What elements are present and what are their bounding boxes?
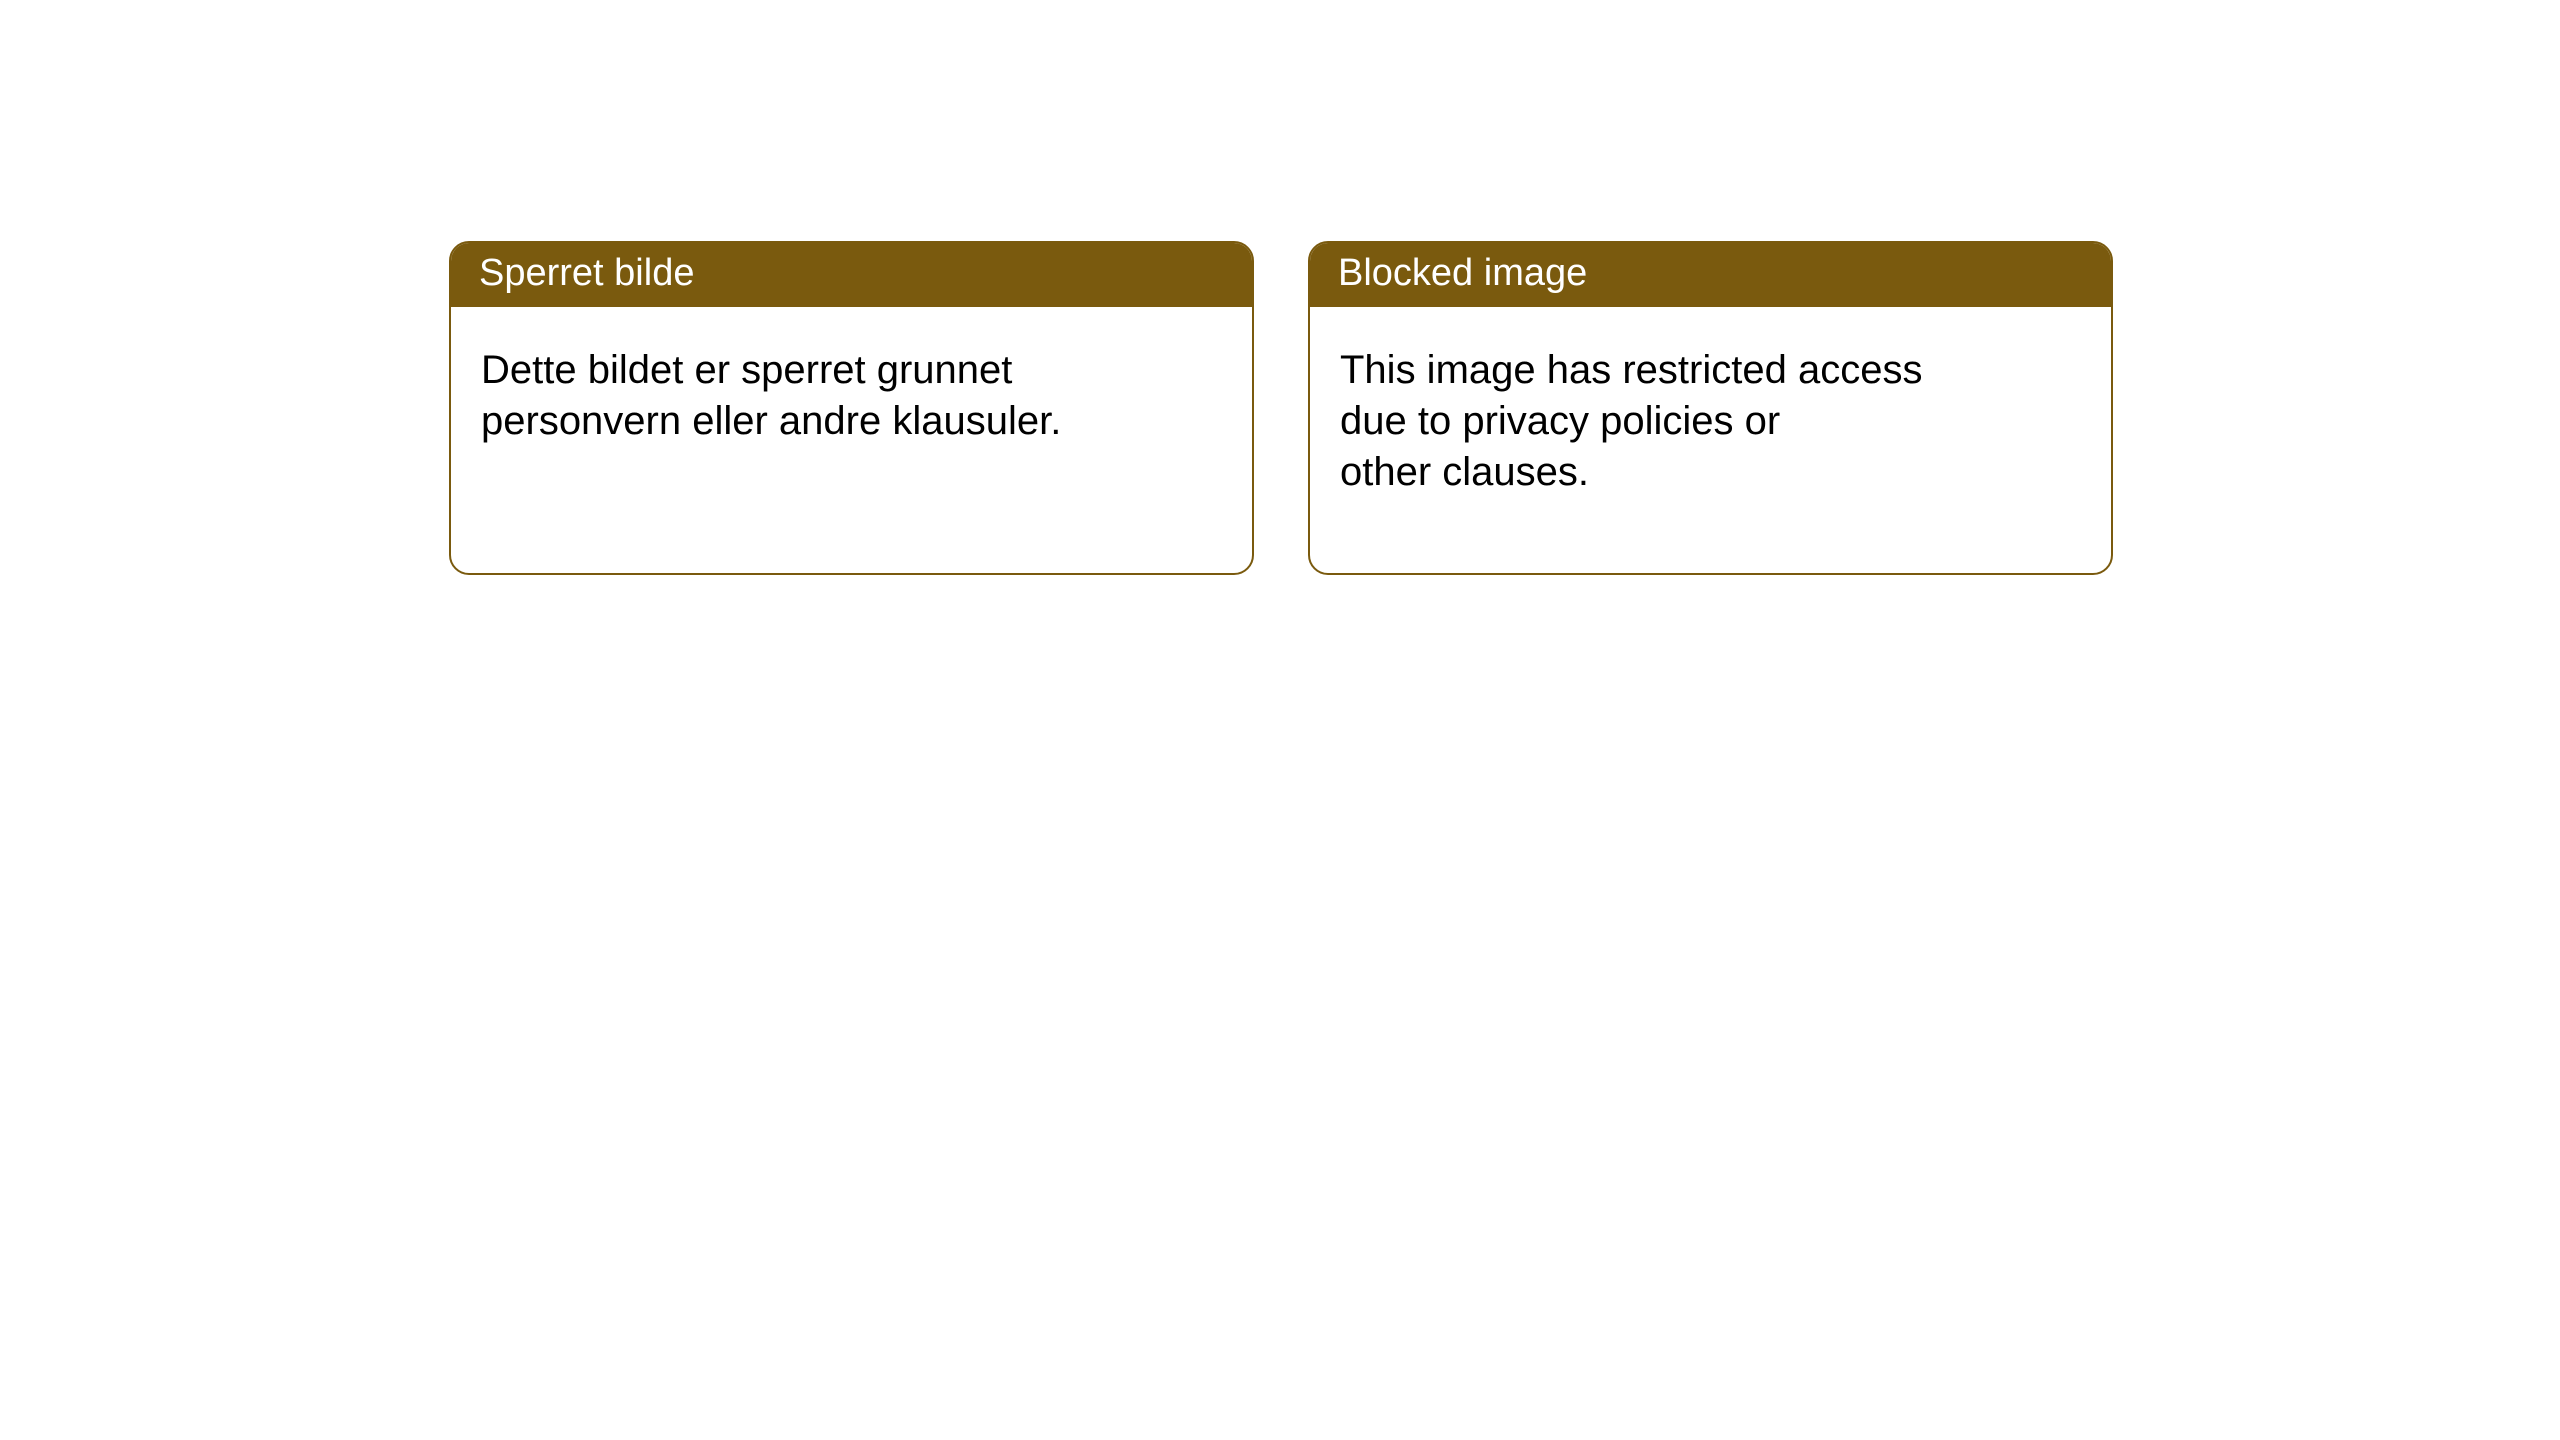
notice-cards-container: Sperret bilde Dette bildet er sperret gr… xyxy=(0,0,2560,575)
card-body-text: This image has restricted access due to … xyxy=(1340,345,2000,499)
card-header: Sperret bilde xyxy=(451,243,1252,307)
card-body-text: Dette bildet er sperret grunnet personve… xyxy=(481,345,1141,447)
blocked-image-card-no: Sperret bilde Dette bildet er sperret gr… xyxy=(449,241,1254,575)
card-header: Blocked image xyxy=(1310,243,2111,307)
card-header-text: Sperret bilde xyxy=(479,252,694,294)
card-body: Dette bildet er sperret grunnet personve… xyxy=(451,307,1252,467)
blocked-image-card-en: Blocked image This image has restricted … xyxy=(1308,241,2113,575)
card-body: This image has restricted access due to … xyxy=(1310,307,2111,519)
card-header-text: Blocked image xyxy=(1338,252,1587,294)
